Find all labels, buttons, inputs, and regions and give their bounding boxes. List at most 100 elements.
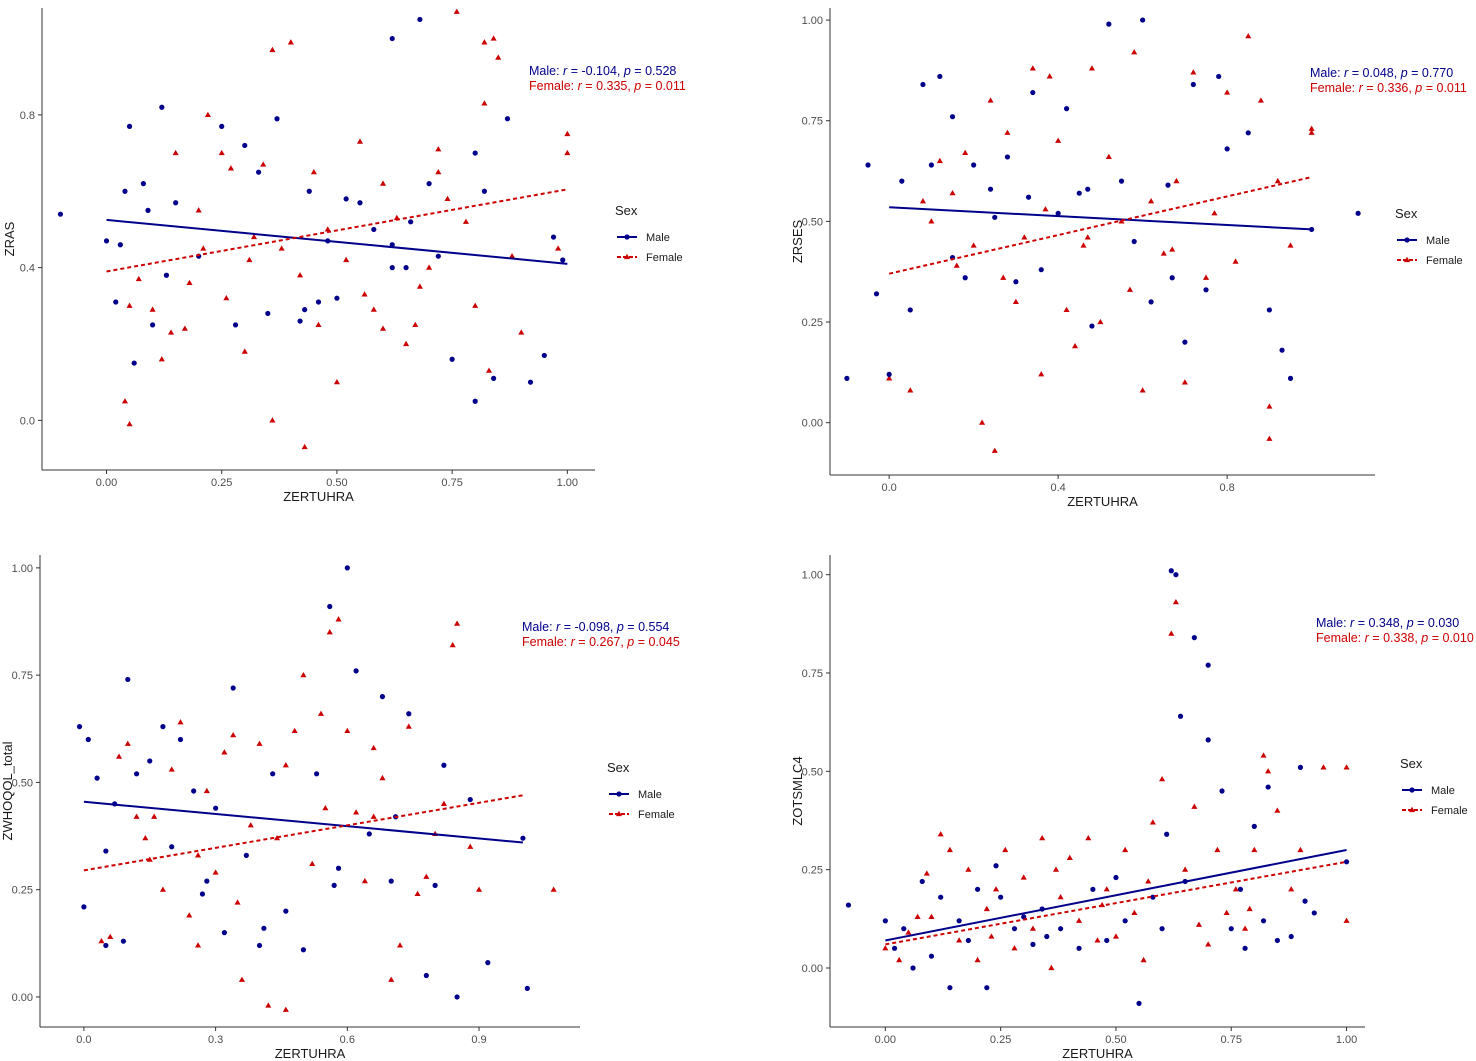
point-female	[126, 420, 133, 427]
point-female	[1172, 599, 1179, 605]
point-female	[379, 774, 386, 781]
y-axis-title: ZOTSMLC4	[790, 756, 805, 825]
point-female	[265, 1002, 272, 1008]
point-female	[564, 130, 571, 137]
point-female	[301, 443, 308, 450]
point-male	[1011, 926, 1018, 932]
point-male	[919, 878, 925, 885]
point-female	[1232, 258, 1239, 264]
point-female	[953, 262, 960, 268]
x-axis-title: ZERTUHRA	[1062, 1046, 1133, 1061]
y-tick-label: 0.50	[802, 216, 823, 228]
y-tick-label: 0.25	[12, 885, 33, 897]
point-male	[882, 918, 888, 924]
point-female	[490, 35, 497, 41]
x-tick-label: 0.00	[96, 477, 117, 489]
point-female	[462, 218, 470, 224]
point-female	[195, 207, 202, 213]
point-female	[121, 398, 128, 404]
point-female	[467, 843, 474, 849]
point-male	[491, 375, 497, 381]
point-male	[907, 307, 913, 313]
point-female	[956, 937, 963, 943]
y-tick-label: 0.8	[20, 110, 35, 122]
point-male	[159, 104, 165, 110]
point-female	[1242, 925, 1249, 931]
point-female	[356, 138, 364, 144]
point-female	[115, 753, 123, 759]
point-male	[389, 265, 395, 271]
point-female	[979, 419, 986, 425]
point-male	[1136, 1000, 1142, 1007]
point-male	[844, 375, 850, 381]
point-male	[306, 188, 312, 194]
point-female	[142, 835, 149, 841]
point-male	[117, 242, 123, 248]
point-female	[344, 727, 351, 734]
point-male	[550, 234, 557, 240]
x-tick-label: 0.25	[211, 477, 232, 489]
point-male	[417, 16, 423, 23]
point-female	[914, 913, 921, 919]
point-female	[250, 233, 258, 240]
point-female	[297, 272, 304, 278]
point-male	[81, 904, 87, 910]
point-male	[302, 307, 308, 313]
point-male	[232, 322, 239, 328]
point-male	[1311, 910, 1317, 916]
point-female	[278, 245, 285, 251]
point-male	[1118, 178, 1125, 184]
point-male	[928, 953, 935, 959]
point-female	[1088, 65, 1095, 71]
point-male	[971, 162, 977, 168]
point-female	[168, 766, 175, 772]
point-female	[1145, 878, 1152, 884]
point-female	[475, 886, 483, 892]
point-female	[1063, 306, 1070, 313]
point-female	[923, 870, 930, 876]
point-female	[274, 835, 281, 841]
point-male	[242, 142, 248, 149]
point-male	[504, 116, 511, 122]
point-male	[1177, 713, 1184, 719]
point-male	[1025, 194, 1032, 200]
point-male	[441, 762, 447, 768]
point-male	[527, 379, 534, 385]
point-male	[886, 371, 892, 377]
point-male	[270, 771, 276, 777]
point-male	[230, 685, 236, 691]
point-male	[199, 891, 206, 897]
point-male	[57, 211, 64, 217]
point-female	[453, 8, 460, 14]
point-female	[1160, 250, 1167, 256]
point-female	[195, 852, 202, 858]
point-male	[928, 162, 934, 168]
point-female	[379, 180, 387, 186]
point-male	[191, 788, 197, 794]
fit-line-female	[885, 860, 1347, 946]
point-male	[126, 123, 133, 129]
point-female	[1245, 32, 1252, 39]
point-male	[426, 181, 432, 187]
point-male	[1242, 945, 1248, 951]
point-female	[1190, 69, 1197, 75]
legend: Sex Male Female	[607, 760, 675, 821]
x-axis-title: ZERTUHRA	[275, 1046, 346, 1061]
point-female	[309, 860, 316, 867]
point-male	[1173, 572, 1179, 578]
point-female	[886, 375, 893, 381]
point-male	[1224, 146, 1230, 152]
point-female	[1139, 387, 1146, 393]
point-female	[353, 809, 360, 815]
point-male	[1190, 81, 1196, 88]
point-female	[1274, 807, 1281, 813]
fit-line-female	[106, 188, 568, 273]
point-female	[1169, 246, 1176, 252]
legend-key-marker-male	[1404, 237, 1410, 243]
point-male	[389, 35, 395, 42]
point-male	[357, 200, 363, 206]
legend: Sex Male Female	[1395, 206, 1463, 267]
point-female	[315, 321, 322, 327]
point-female	[361, 291, 368, 297]
point-female	[287, 39, 294, 45]
